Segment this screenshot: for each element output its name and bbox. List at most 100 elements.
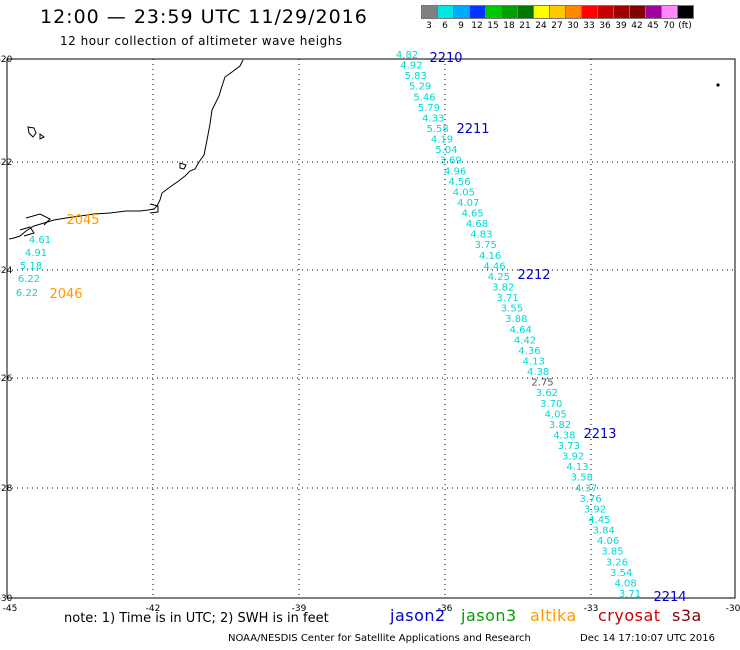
swh-value: 4.25 — [488, 272, 510, 283]
swh-value: 5.18 — [20, 261, 42, 272]
scale-label: 12 — [471, 21, 483, 31]
footer-timestamp: Dec 14 17:10:07 UTC 2016 — [580, 633, 715, 644]
swh-value: 6.22 — [18, 274, 40, 285]
scale-label: 21 — [519, 21, 531, 31]
latitude-label: -24 — [0, 266, 13, 276]
swh-values: 4.824.925.835.295.465.794.335.584.195.04… — [16, 50, 641, 600]
scale-label: (ft) — [678, 21, 692, 31]
swh-value: 4.08 — [614, 578, 636, 589]
track-labels: 2210 2211 2212 2213 2214 2045 2046 — [49, 51, 686, 605]
swh-value: 4.91 — [25, 248, 47, 259]
latitude-label: -22 — [0, 158, 12, 168]
swh-value: 3.92 — [562, 452, 584, 463]
scale-label: 27 — [551, 21, 563, 31]
swh-value: 4.42 — [514, 335, 536, 346]
page-title: 12:00 — 23:59 UTC 11/29/2016 — [40, 6, 368, 28]
legend-altika: altika — [530, 606, 577, 625]
longitude-label: -42 — [146, 604, 161, 614]
swh-value: 3.85 — [601, 547, 623, 558]
swh-value: 5.79 — [418, 103, 440, 114]
longitude-label: -39 — [292, 604, 307, 614]
track-time-label: 2213 — [583, 427, 616, 442]
color-scale: 3 6 9 12 15 18 21 24 27 30 33 36 39 42 45 70 (ft) — [421, 5, 694, 31]
swh-value: 4.65 — [461, 209, 483, 220]
note-text: note: 1) Time is in UTC; 2) SWH is in fe… — [64, 611, 329, 626]
legend-cryosat: cryosat — [598, 606, 661, 625]
track-time-label: 2046 — [49, 287, 82, 302]
coastline-bay — [19, 203, 159, 237]
swh-value: 3.58 — [571, 473, 593, 484]
swh-value: 4.33 — [422, 113, 444, 124]
swh-value: 4.46 — [483, 261, 505, 272]
swh-value: 4.38 — [553, 430, 575, 441]
swh-value: 5.46 — [413, 92, 435, 103]
latitude-label: -30 — [0, 594, 13, 604]
scale-label: 36 — [599, 21, 611, 31]
scale-label: 45 — [647, 21, 659, 31]
scale-label: 24 — [535, 21, 547, 31]
swh-value: 4.05 — [453, 187, 475, 198]
swh-value: 3.92 — [584, 504, 606, 515]
longitude-label: -45 — [3, 604, 18, 614]
swh-value: 3.71 — [496, 293, 518, 304]
swh-value: 5.04 — [435, 145, 457, 156]
coastline — [8, 59, 244, 240]
swh-value: 3.73 — [558, 441, 580, 452]
swh-value: 4.05 — [545, 409, 567, 420]
latitude-label: -20 — [0, 55, 13, 65]
island-dot — [716, 83, 720, 87]
swh-value: 3.84 — [593, 526, 615, 537]
swh-value: 3.55 — [501, 304, 523, 315]
longitude-label: -36 — [438, 604, 453, 614]
legend-jason2: jason2 — [390, 606, 446, 625]
scale-label: 6 — [442, 21, 448, 31]
swh-value: 3.82 — [549, 420, 571, 431]
scale-label: 18 — [503, 21, 515, 31]
color-scale-swatches — [421, 5, 694, 19]
scale-label: 42 — [631, 21, 643, 31]
swh-value: 4.61 — [29, 235, 51, 246]
swh-value: 5.29 — [409, 82, 431, 93]
island — [27, 126, 187, 170]
swh-value: 3.26 — [606, 557, 628, 568]
swh-value: 6.22 — [16, 288, 38, 299]
swh-value: 4.19 — [431, 135, 453, 146]
swh-value: 3.88 — [505, 314, 527, 325]
swh-value: 4.07 — [457, 198, 479, 209]
scale-label: 33 — [583, 21, 595, 31]
scale-label: 3 — [426, 21, 432, 31]
legend-jason3: jason3 — [461, 606, 517, 625]
latitude-label: -28 — [0, 484, 13, 494]
swh-value: 4.38 — [527, 367, 549, 378]
swh-value: 4.64 — [510, 325, 532, 336]
swh-value: 3.54 — [610, 568, 632, 579]
swh-value: 5.83 — [405, 71, 427, 82]
swh-value: 4.06 — [597, 536, 619, 547]
scale-label: 9 — [458, 21, 464, 31]
swh-value: 4.37 — [575, 483, 597, 494]
swh-value: 3.76 — [580, 494, 602, 505]
swh-value: 3.75 — [475, 240, 497, 251]
swh-value: 4.13 — [523, 356, 545, 367]
swh-value: 3.62 — [536, 388, 558, 399]
latitude-label: -26 — [0, 374, 13, 384]
legend-s3a: s3a — [672, 606, 702, 625]
swh-value: 3.70 — [540, 399, 562, 410]
track-time-label: 2045 — [66, 213, 99, 228]
track-time-label: 2212 — [517, 268, 550, 283]
scale-label: 30 — [567, 21, 579, 31]
scale-label: 70 — [663, 21, 675, 31]
page-subtitle: 12 hour collection of altimeter wave hei… — [60, 34, 343, 48]
swh-value: 2.75 — [531, 378, 553, 389]
longitude-label: -33 — [584, 604, 599, 614]
swh-value: 4.13 — [566, 462, 588, 473]
swh-value: 4.36 — [518, 346, 540, 357]
swh-value: 4.45 — [588, 515, 610, 526]
track-time-label: 2210 — [429, 51, 462, 66]
swh-value: 4.56 — [448, 177, 470, 188]
scale-label: 15 — [487, 21, 499, 31]
swh-value: 4.96 — [444, 166, 466, 177]
track-time-label: 2214 — [653, 590, 686, 605]
swh-value: 3.69 — [440, 156, 462, 167]
